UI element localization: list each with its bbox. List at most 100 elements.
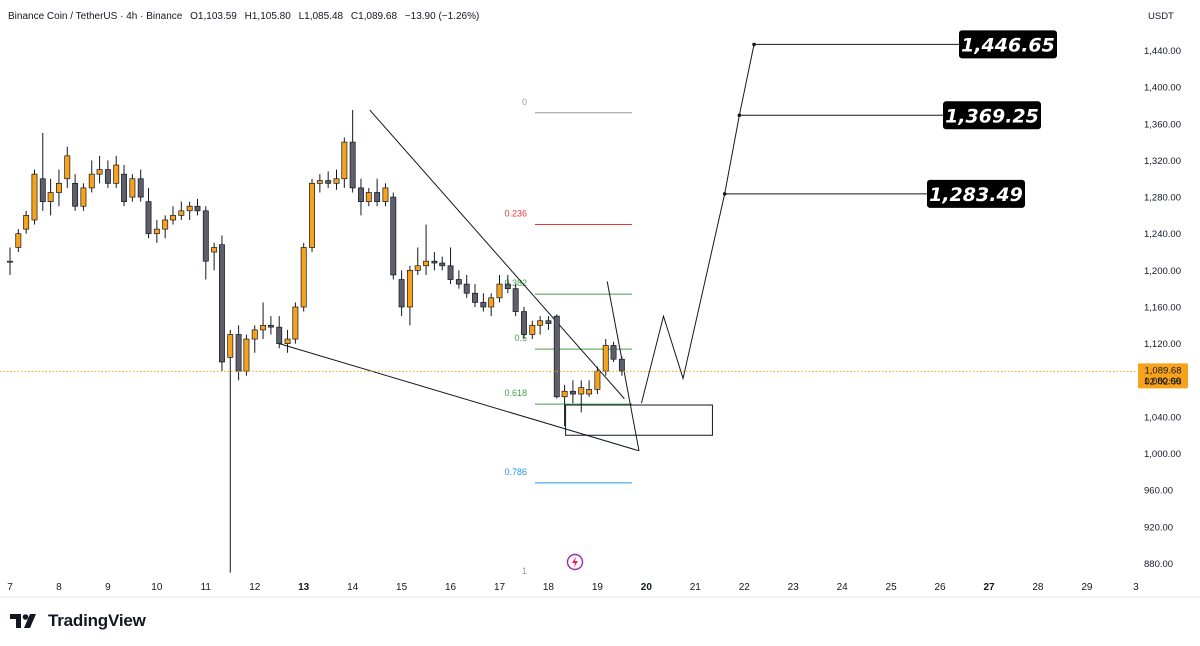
candle-body xyxy=(561,390,568,398)
candle-body xyxy=(300,247,307,308)
time-tick-label: 11 xyxy=(201,582,212,593)
candle-body xyxy=(194,205,201,212)
candle-body xyxy=(455,279,462,285)
candle-body xyxy=(602,345,609,372)
candle-body xyxy=(267,324,274,328)
price-tick-label: 1,040.00 xyxy=(1144,412,1181,423)
candle-body xyxy=(374,192,381,203)
price-tick-label: 1,280.00 xyxy=(1144,193,1181,204)
candle-body xyxy=(406,270,413,308)
candle-body xyxy=(504,283,511,290)
time-tick-label: 26 xyxy=(934,582,946,593)
candle-body xyxy=(529,324,536,335)
price-axis[interactable]: 880.00 920.00 960.00 1,000.00 1,040.00 1,080.… xyxy=(1144,46,1181,570)
candle-body xyxy=(333,178,340,184)
candle-body xyxy=(569,390,576,395)
time-tick-label: 17 xyxy=(494,582,506,593)
fib-level-label: 0.786 xyxy=(504,467,527,477)
target-callout[interactable] xyxy=(943,101,1041,130)
target-callout[interactable] xyxy=(927,179,1025,208)
target-callout[interactable] xyxy=(959,30,1057,59)
current-price-badge xyxy=(1138,363,1188,389)
candle-body xyxy=(137,178,144,198)
high-value: H1,105.80 xyxy=(244,11,291,22)
price-tick-label: 1,200.00 xyxy=(1144,266,1181,277)
close-value: C1,089.68 xyxy=(350,11,398,22)
time-tick-label: 13 xyxy=(298,582,310,593)
bolt-icon[interactable] xyxy=(566,553,584,571)
candle-body xyxy=(55,182,62,193)
candles-layer xyxy=(7,110,625,573)
time-tick-label: 27 xyxy=(983,582,995,593)
candle-body xyxy=(341,141,348,180)
wedge-trendline[interactable] xyxy=(279,343,640,452)
price-tick-label: 880.00 xyxy=(1144,559,1173,570)
candle-body xyxy=(390,196,397,276)
time-tick-label: 21 xyxy=(690,582,702,593)
currency-label[interactable]: USDT xyxy=(1148,11,1174,22)
symbol-title[interactable]: Binance Coin / TetherUS · 4h · Binance xyxy=(8,11,183,22)
candle-body xyxy=(488,297,495,308)
time-tick-label: 20 xyxy=(641,582,653,593)
candle-body xyxy=(129,178,136,198)
candle-body xyxy=(47,192,54,203)
candle-body xyxy=(480,302,487,308)
candle-body xyxy=(178,210,185,216)
time-tick-label: 14 xyxy=(347,582,359,593)
time-tick-label: 15 xyxy=(396,582,408,593)
candle-body xyxy=(186,205,193,212)
fib-level-label: 0 xyxy=(522,97,527,107)
candle-body xyxy=(496,283,503,299)
candle-body xyxy=(594,370,601,390)
time-axis[interactable]: 7 8 9 10 11 12 13 14 15 16 17 18 19 20 21 22 23 24 25 26 27 2… xyxy=(7,582,1139,593)
price-tick-label: 1,400.00 xyxy=(1144,83,1181,94)
low-value: L1,085.48 xyxy=(298,11,344,22)
candle-body xyxy=(15,233,22,248)
candle-body xyxy=(521,311,527,335)
candle-body xyxy=(72,182,79,207)
wedge-trendline[interactable] xyxy=(369,109,625,399)
candle-body xyxy=(113,164,120,184)
brand-name: TradingView xyxy=(48,611,146,630)
projection-path[interactable] xyxy=(640,44,755,404)
candle-body xyxy=(578,387,585,395)
drawings-layer[interactable] xyxy=(279,44,755,452)
fib-level-label: 0.5 xyxy=(514,333,527,343)
fib-level-label: 0.236 xyxy=(504,209,527,219)
time-tick-label: 8 xyxy=(56,582,62,593)
candle-body xyxy=(423,260,430,267)
candle-body xyxy=(31,173,38,221)
candle-body xyxy=(23,215,30,230)
candle-body xyxy=(145,201,152,235)
tradingview-logo-icon xyxy=(10,614,36,628)
candle-body xyxy=(276,326,283,344)
fib-level-label: 0.618 xyxy=(504,388,527,398)
candle-body xyxy=(211,247,218,253)
time-tick-label: 23 xyxy=(788,582,800,593)
targets-layer[interactable]: 1,446.65 1,369.25 1,283.49 xyxy=(722,30,1057,208)
time-tick-label: 10 xyxy=(151,582,163,593)
fibonacci-retracement[interactable]: 0 0.236 0.382 0.5 0.618 0.786 1 xyxy=(504,97,632,576)
support-zone-box[interactable] xyxy=(565,404,713,436)
open-value: O1,103.59 xyxy=(190,11,237,22)
legend-header: Binance Coin / TetherUS · 4h · Binance O… xyxy=(8,11,484,22)
candle-body xyxy=(472,292,478,303)
candle-body xyxy=(512,288,519,312)
price-tick-label: 1,160.00 xyxy=(1144,303,1181,314)
time-tick-label: 12 xyxy=(249,582,261,593)
price-tick-label: 1,000.00 xyxy=(1144,449,1181,460)
time-tick-label: 24 xyxy=(837,582,849,593)
candle-body xyxy=(202,210,209,262)
time-tick-label: 18 xyxy=(543,582,555,593)
candle-body xyxy=(398,279,405,308)
candle-body xyxy=(80,187,87,207)
candle-body xyxy=(39,178,46,203)
time-tick-label: 16 xyxy=(445,582,457,593)
brand-logo[interactable]: TradingView xyxy=(10,611,146,631)
candle-body xyxy=(349,141,356,189)
time-tick-label: 22 xyxy=(739,582,751,593)
candle-body xyxy=(292,306,299,340)
candle-body xyxy=(545,320,552,324)
